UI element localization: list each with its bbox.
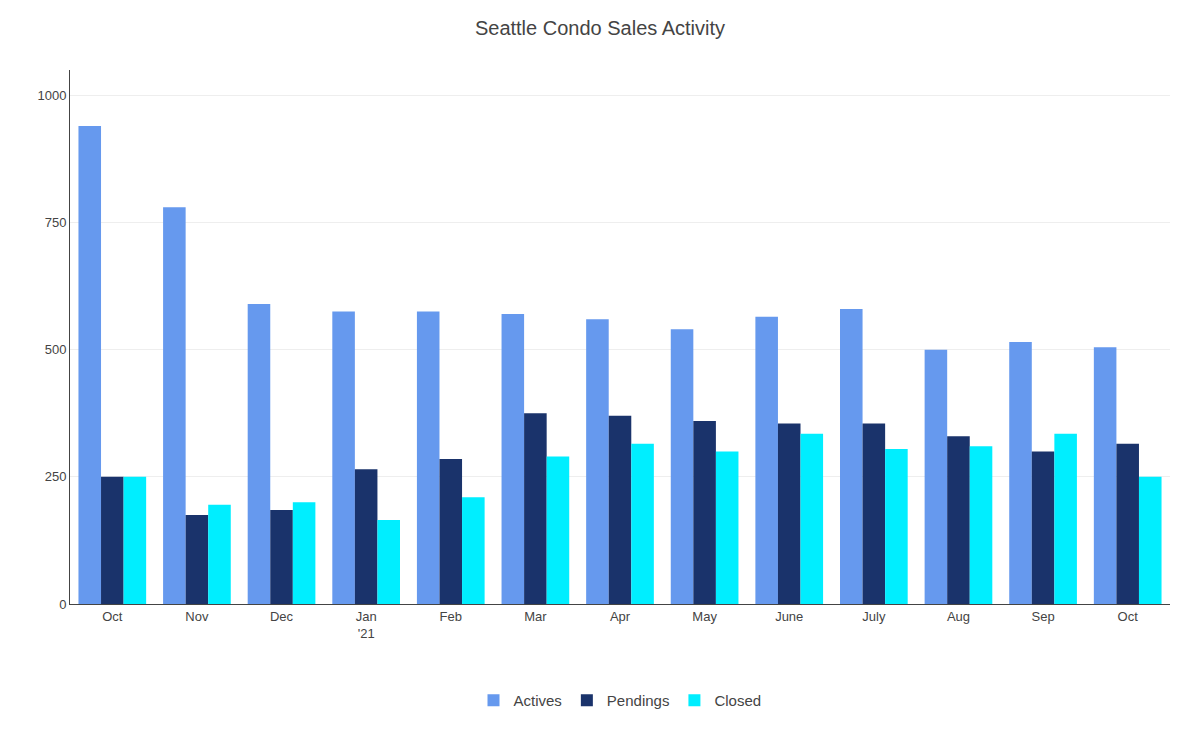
svg-text:July: July <box>862 609 886 624</box>
svg-text:1000: 1000 <box>37 88 66 103</box>
svg-text:Closed: Closed <box>714 692 761 709</box>
svg-text:250: 250 <box>45 469 67 484</box>
svg-text:Pendings: Pendings <box>607 692 670 709</box>
svg-text:June: June <box>775 609 803 624</box>
svg-text:Sep: Sep <box>1032 609 1055 624</box>
svg-text:Apr: Apr <box>610 609 631 624</box>
svg-text:Actives: Actives <box>514 692 562 709</box>
svg-text:Oct: Oct <box>102 609 123 624</box>
svg-text:May: May <box>692 609 717 624</box>
svg-text:Oct: Oct <box>1118 609 1139 624</box>
svg-text:Jan'21: Jan'21 <box>356 609 377 641</box>
svg-text:Nov: Nov <box>185 609 209 624</box>
svg-text:Feb: Feb <box>440 609 462 624</box>
svg-text:750: 750 <box>45 215 67 230</box>
svg-text:0: 0 <box>59 597 66 612</box>
svg-text:Aug: Aug <box>947 609 970 624</box>
svg-text:500: 500 <box>45 342 67 357</box>
svg-text:Seattle Condo Sales Activity: Seattle Condo Sales Activity <box>475 17 725 39</box>
svg-text:Dec: Dec <box>270 609 294 624</box>
svg-text:Mar: Mar <box>524 609 547 624</box>
